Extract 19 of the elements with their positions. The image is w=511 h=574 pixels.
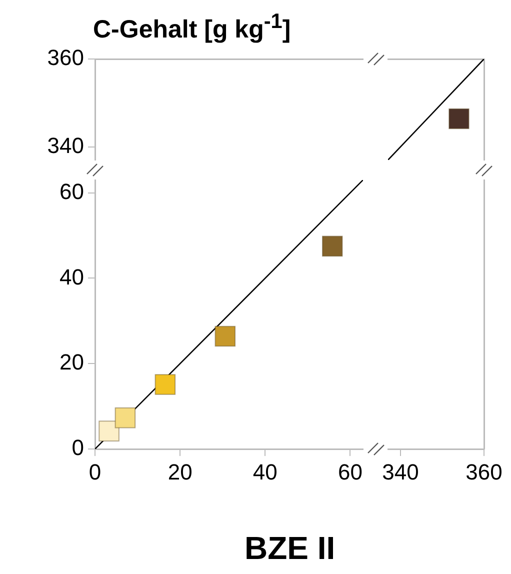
y-tick-label: 0 xyxy=(72,435,84,460)
y-tick-label: 20 xyxy=(60,350,84,375)
y-axis-title: C-Gehalt [g kg$^{-1}$] xyxy=(93,10,291,44)
x-tick-label: 340 xyxy=(382,459,419,484)
x-tick-label: 20 xyxy=(168,459,192,484)
point xyxy=(154,374,176,395)
x-tick-label: 60 xyxy=(338,459,362,484)
point xyxy=(214,326,236,347)
x-tick-label: 0 xyxy=(88,459,102,484)
point xyxy=(98,420,120,442)
x-axis-title: BZE II xyxy=(244,530,336,567)
point xyxy=(114,407,136,428)
x-tick-label: 360 xyxy=(466,459,502,484)
y-tick-label: 40 xyxy=(60,264,84,290)
y-tick-label: 340 xyxy=(47,132,84,158)
x-tick-label: 40 xyxy=(252,459,278,484)
y-tick-label: 360 xyxy=(47,45,84,70)
point xyxy=(322,236,343,257)
y-tick-label: 60 xyxy=(60,178,84,204)
